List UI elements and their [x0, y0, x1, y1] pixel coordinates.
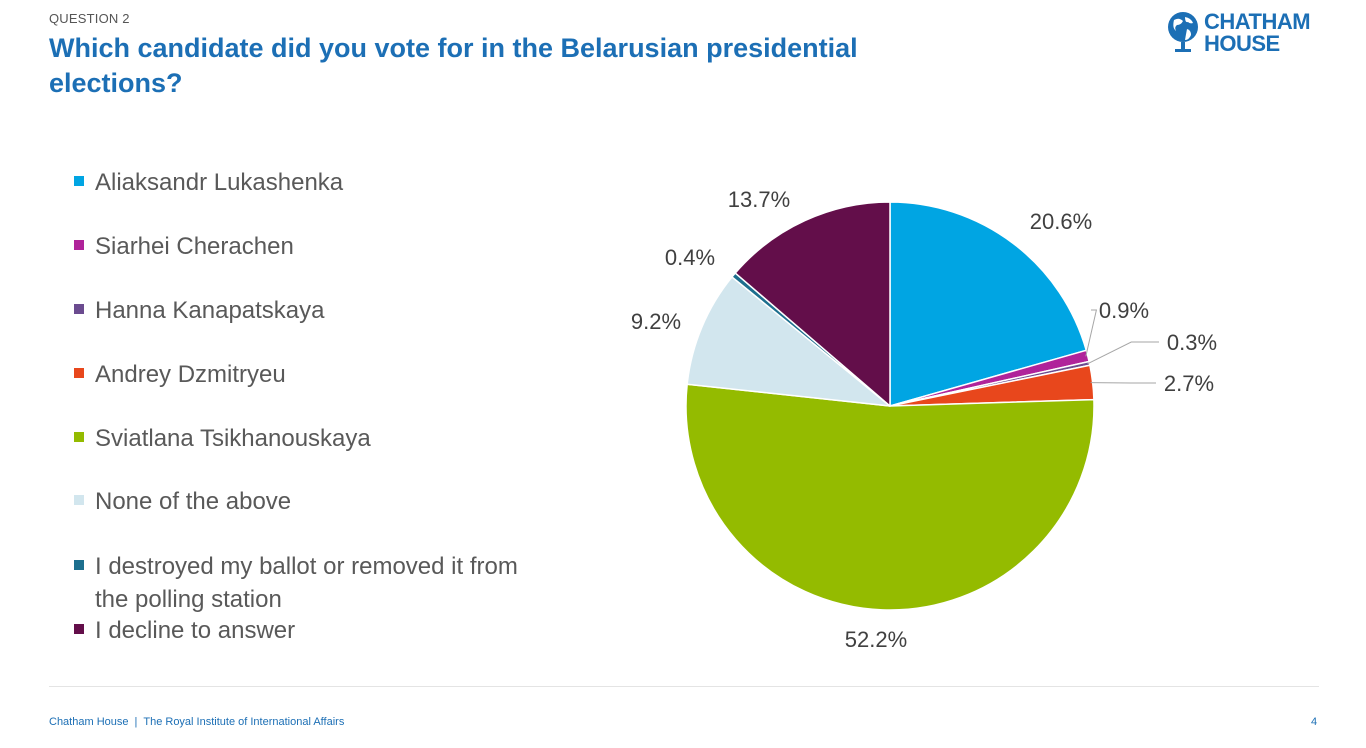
footer-subtitle: The Royal Institute of International Aff…: [143, 716, 345, 728]
legend-label: I destroyed my ballot or removed it from…: [95, 553, 518, 613]
logo-line-1: CHATHAM: [1204, 9, 1311, 34]
legend-label: Hanna Kanapatskaya: [95, 297, 325, 324]
data-label: 52.2%: [845, 627, 907, 652]
chatham-house-logo: CHATHAM HOUSE: [1166, 9, 1311, 56]
legend-label: I decline to answer: [95, 617, 296, 644]
logo-line-2: HOUSE: [1204, 31, 1280, 56]
data-label: 2.7%: [1164, 371, 1214, 396]
legend-swatch: [74, 368, 84, 378]
slide-title: Which candidate did you vote for in the …: [49, 33, 858, 98]
legend-item: Hanna Kanapatskaya: [74, 294, 555, 327]
legend-item: None of the above: [74, 485, 555, 518]
data-label: 20.6%: [1030, 209, 1092, 234]
globe-icon: [1168, 12, 1198, 52]
legend-swatch: [74, 560, 84, 570]
legend-label: Andrey Dzmitryeu: [95, 361, 286, 388]
legend-item: Sviatlana Tsikhanouskaya: [74, 422, 555, 455]
legend-swatch: [74, 432, 84, 442]
legend-label: None of the above: [95, 488, 292, 515]
legend-swatch: [74, 624, 84, 634]
data-label: 13.7%: [728, 187, 790, 212]
legend-item: I destroyed my ballot or removed it from…: [74, 550, 555, 616]
data-label: 0.3%: [1167, 330, 1217, 355]
footer-organisation: Chatham House: [49, 716, 129, 728]
legend-label: Siarhei Cherachen: [95, 233, 294, 260]
pie-slice: [686, 276, 891, 407]
pie-slice: [685, 383, 1095, 611]
question-label: QUESTION 2: [49, 11, 130, 26]
leader-line: [1085, 309, 1098, 357]
page-number: 4: [1311, 716, 1318, 728]
legend-item: Siarhei Cherachen: [74, 230, 555, 263]
data-label: 0.9%: [1099, 298, 1149, 323]
pie-slice: [734, 201, 891, 407]
legend-swatch: [74, 304, 84, 314]
legend-swatch: [74, 176, 84, 186]
legend-swatch: [74, 240, 84, 250]
logo-wordmark: CHATHAM HOUSE: [1204, 9, 1311, 56]
data-label: 0.4%: [665, 245, 715, 270]
footer-divider: [49, 686, 1319, 687]
legend-swatch: [74, 495, 84, 505]
data-label: 9.2%: [631, 309, 681, 334]
footer-separator: |: [134, 716, 138, 728]
legend-label: Aliaksandr Lukashenka: [95, 169, 344, 196]
legend-item: Aliaksandr Lukashenka: [74, 166, 555, 199]
legend-label: Sviatlana Tsikhanouskaya: [95, 425, 371, 452]
footer-text: Chatham House | The Royal Institute of Int…: [49, 716, 344, 728]
leader-line: [1087, 341, 1159, 365]
legend-item: Andrey Dzmitryeu: [74, 358, 555, 391]
legend-item: I decline to answer: [74, 614, 555, 647]
pie-slice: [889, 201, 1087, 407]
